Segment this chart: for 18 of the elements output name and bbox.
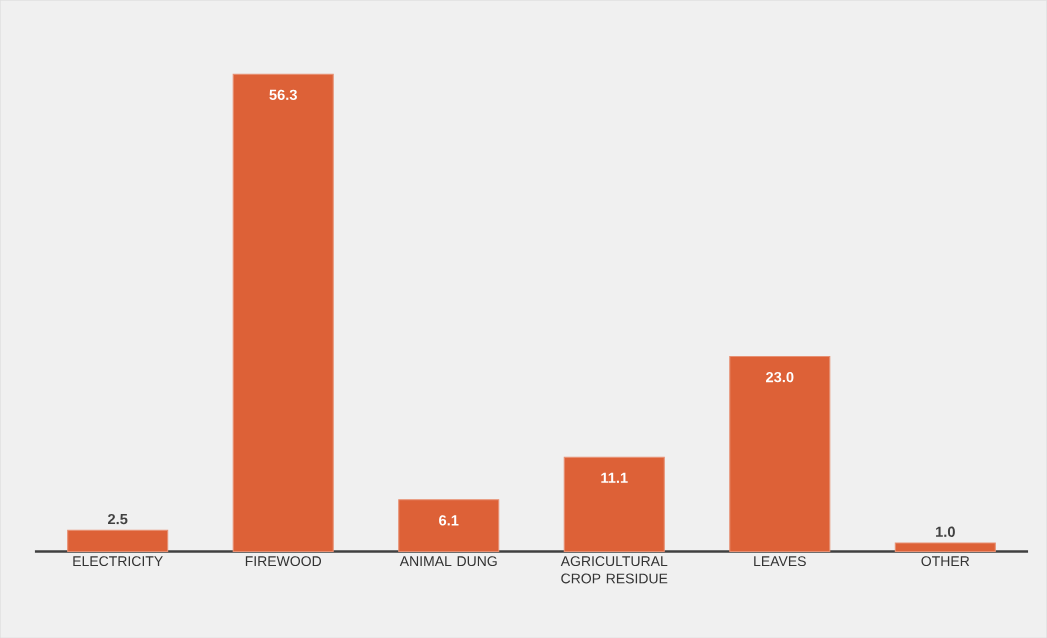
data-label: 56.3: [269, 89, 297, 100]
data-label: 2.5: [108, 513, 128, 525]
bar: [894, 542, 996, 552]
data-label: 11.1: [601, 472, 628, 483]
x-tick-label: OTHER: [921, 556, 970, 566]
bar: [729, 355, 831, 552]
x-tick-label: FIREWOOD: [245, 556, 322, 566]
bar: [67, 529, 169, 552]
x-tick-label: LEAVES: [754, 556, 806, 566]
data-label: 6.1: [439, 514, 459, 526]
bar: [398, 499, 500, 552]
bar: [563, 456, 665, 552]
x-tick-label: AGRICULTURAL CROP RESIDUE: [560, 556, 668, 584]
data-label: 1.0: [936, 526, 955, 537]
bar: [232, 73, 334, 552]
x-tick-label: ELECTRICITY: [73, 556, 163, 566]
data-label: 23.0: [766, 371, 794, 383]
x-tick-label: ANIMAL DUNG: [399, 556, 497, 566]
